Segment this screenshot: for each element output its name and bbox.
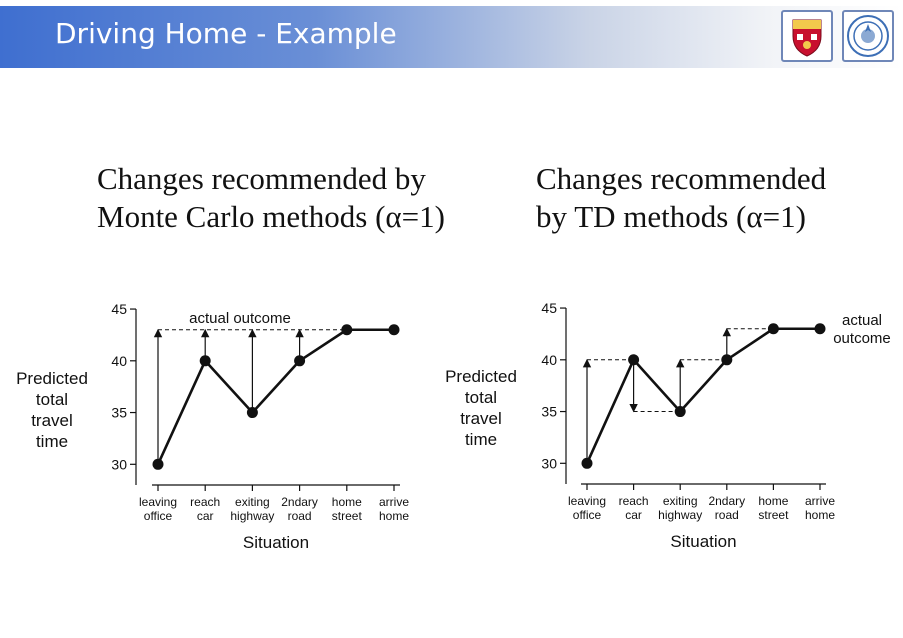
actual-outcome-label: actual outcome [189,310,291,327]
monte-carlo-heading-line2: Monte Carlo methods (α=1) [97,199,445,234]
data-point [767,323,779,335]
x-tick-label: road [288,509,312,523]
x-tick-label: exiting [235,495,270,509]
prediction-series-line [585,327,820,464]
x-tick-label: road [715,508,739,522]
x-tick-label: leaving [139,495,177,509]
x-tick-label: car [197,509,214,523]
data-point [341,324,353,336]
td-heading: Changes recommended by TD methods (α=1) [536,160,826,236]
mc-y-label-line: travel [31,411,73,430]
university-crest-icon [781,10,833,62]
y-tick-label: 40 [111,353,127,369]
data-point [294,355,306,367]
y-tick-label: 30 [111,456,127,472]
data-point [581,457,593,469]
td-y-label-line: time [464,430,498,449]
x-tick-label: office [144,509,173,523]
y-tick-label: 30 [541,455,557,471]
university-seal-icon [842,10,894,62]
td-heading-line2: by TD methods (α=1) [536,199,806,234]
td-y-label-line: Predicted [445,367,517,386]
td-y-axis-label: Predicted total travel time [431,366,531,450]
x-tick-label: reach [619,494,649,508]
data-point [199,355,211,367]
monte-carlo-heading-line1: Changes recommended by [97,161,426,196]
slide-title: Driving Home - Example [55,17,397,50]
actual-outcome-label: actual [842,312,882,329]
mc-y-label-line: total [35,390,69,409]
td-heading-line1: Changes recommended [536,161,827,196]
td-y-label-line: travel [460,409,502,428]
data-point [388,324,400,336]
x-tick-label: arrive [379,495,409,509]
monte-carlo-heading: Changes recommended by Monte Carlo metho… [97,160,445,236]
data-point [152,458,164,470]
x-tick-label: street [758,508,789,522]
prediction-series-line [156,328,394,465]
actual-outcome-label: outcome [833,330,891,347]
y-tick-label: 45 [541,300,557,316]
data-point [674,406,686,418]
x-tick-label: arrive [805,494,835,508]
mc-y-axis-label: Predicted total travel time [2,368,102,452]
x-tick-label: reach [190,495,220,509]
x-tick-label: leaving [568,494,606,508]
x-tick-label: home [758,494,788,508]
x-tick-label: highway [230,509,274,523]
header-bar [0,6,903,68]
data-point [721,354,733,366]
x-tick-label: home [805,508,835,522]
x-axis-label: Situation [243,533,309,552]
x-tick-label: home [379,509,409,523]
y-tick-label: 35 [111,405,127,421]
data-point [628,354,640,366]
mc-y-label-line: time [35,432,69,451]
y-tick-label: 45 [111,301,127,317]
td-y-label-line: total [464,388,498,407]
x-tick-label: office [573,508,602,522]
x-tick-label: exiting [663,494,698,508]
x-tick-label: highway [658,508,702,522]
x-tick-label: street [332,509,363,523]
y-tick-label: 35 [541,404,557,420]
x-tick-label: 2ndary [281,495,318,509]
x-tick-label: car [625,508,642,522]
x-axis-label: Situation [670,532,736,551]
x-tick-label: 2ndary [708,494,745,508]
y-tick-label: 40 [541,352,557,368]
x-tick-label: home [332,495,362,509]
mc-y-label-line: Predicted [16,369,88,388]
data-point [246,407,258,419]
data-point [814,323,826,335]
